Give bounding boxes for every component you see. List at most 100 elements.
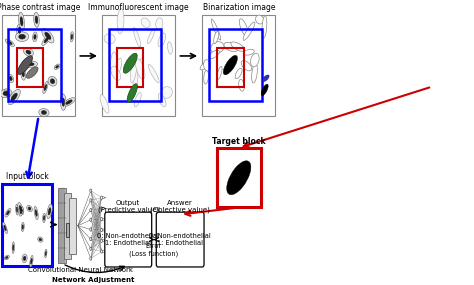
Ellipse shape xyxy=(239,19,248,36)
Ellipse shape xyxy=(167,42,172,54)
Text: Answer
(Oblective value): Answer (Oblective value) xyxy=(150,200,210,213)
Ellipse shape xyxy=(243,22,255,40)
Text: Network Adjustment: Network Adjustment xyxy=(52,277,135,283)
Ellipse shape xyxy=(70,32,73,42)
Ellipse shape xyxy=(35,210,37,216)
Ellipse shape xyxy=(158,94,166,107)
Ellipse shape xyxy=(8,41,12,45)
Ellipse shape xyxy=(209,50,219,59)
Ellipse shape xyxy=(136,59,145,79)
Ellipse shape xyxy=(44,84,47,91)
Circle shape xyxy=(100,239,103,242)
Circle shape xyxy=(100,196,103,199)
Ellipse shape xyxy=(11,93,17,101)
Bar xyxy=(202,15,275,116)
Ellipse shape xyxy=(23,256,26,260)
FancyBboxPatch shape xyxy=(105,212,152,267)
Ellipse shape xyxy=(4,90,11,100)
Ellipse shape xyxy=(4,255,9,260)
Ellipse shape xyxy=(0,89,12,98)
Ellipse shape xyxy=(255,15,264,24)
Ellipse shape xyxy=(147,30,155,44)
Ellipse shape xyxy=(18,34,26,39)
Ellipse shape xyxy=(227,161,251,195)
Ellipse shape xyxy=(161,87,173,98)
Text: Phase contrast image: Phase contrast image xyxy=(0,3,80,12)
Ellipse shape xyxy=(28,207,31,210)
Ellipse shape xyxy=(155,18,163,30)
Ellipse shape xyxy=(62,98,64,106)
Bar xyxy=(209,29,262,101)
Text: 0: Non-endothelial
1: Endothelial: 0: Non-endothelial 1: Endothelial xyxy=(97,233,159,246)
Circle shape xyxy=(90,228,92,231)
Ellipse shape xyxy=(211,19,221,40)
Ellipse shape xyxy=(204,70,209,84)
Bar xyxy=(2,15,75,116)
Ellipse shape xyxy=(262,16,267,38)
Bar xyxy=(109,29,162,101)
Ellipse shape xyxy=(54,64,60,70)
Ellipse shape xyxy=(148,64,159,83)
Ellipse shape xyxy=(133,27,141,47)
Ellipse shape xyxy=(4,225,6,231)
Ellipse shape xyxy=(48,208,51,215)
Ellipse shape xyxy=(134,93,141,107)
Ellipse shape xyxy=(252,64,257,83)
Ellipse shape xyxy=(22,70,24,77)
Ellipse shape xyxy=(263,75,269,82)
Ellipse shape xyxy=(24,61,38,68)
Bar xyxy=(217,48,244,87)
Ellipse shape xyxy=(130,62,137,82)
Ellipse shape xyxy=(48,76,57,86)
Ellipse shape xyxy=(8,74,14,83)
Ellipse shape xyxy=(38,237,43,242)
Ellipse shape xyxy=(251,53,259,67)
Ellipse shape xyxy=(34,34,36,39)
Ellipse shape xyxy=(261,84,268,96)
Bar xyxy=(58,188,66,263)
Ellipse shape xyxy=(22,225,24,229)
Ellipse shape xyxy=(224,42,238,52)
Ellipse shape xyxy=(123,53,137,73)
Ellipse shape xyxy=(18,56,33,74)
Ellipse shape xyxy=(6,256,8,259)
Ellipse shape xyxy=(30,255,33,267)
Ellipse shape xyxy=(18,27,21,33)
Ellipse shape xyxy=(7,211,9,215)
Ellipse shape xyxy=(8,89,20,105)
Ellipse shape xyxy=(63,98,75,107)
Bar xyxy=(102,15,175,116)
Ellipse shape xyxy=(115,58,122,74)
Ellipse shape xyxy=(18,203,24,215)
Ellipse shape xyxy=(231,42,245,51)
Ellipse shape xyxy=(45,249,47,258)
Ellipse shape xyxy=(141,18,150,27)
Bar xyxy=(217,148,261,207)
Ellipse shape xyxy=(17,24,22,36)
Ellipse shape xyxy=(23,48,34,56)
Ellipse shape xyxy=(16,204,18,215)
Ellipse shape xyxy=(42,28,54,43)
Ellipse shape xyxy=(42,35,51,45)
Ellipse shape xyxy=(20,209,22,214)
Ellipse shape xyxy=(31,258,32,264)
Circle shape xyxy=(100,250,103,253)
Text: Convolutional Neural Network: Convolutional Neural Network xyxy=(27,267,133,273)
Bar xyxy=(17,48,43,87)
Circle shape xyxy=(90,257,92,260)
Ellipse shape xyxy=(71,34,73,39)
Ellipse shape xyxy=(158,33,166,47)
Ellipse shape xyxy=(200,60,210,70)
Ellipse shape xyxy=(39,238,42,241)
Circle shape xyxy=(90,189,92,192)
Text: Binarization image: Binarization image xyxy=(202,3,275,12)
Ellipse shape xyxy=(3,91,9,95)
Ellipse shape xyxy=(110,52,117,74)
Ellipse shape xyxy=(43,213,46,223)
Ellipse shape xyxy=(35,16,38,24)
Ellipse shape xyxy=(61,94,66,110)
Circle shape xyxy=(100,217,103,221)
Ellipse shape xyxy=(20,67,26,80)
Ellipse shape xyxy=(5,208,11,217)
Ellipse shape xyxy=(34,12,39,27)
